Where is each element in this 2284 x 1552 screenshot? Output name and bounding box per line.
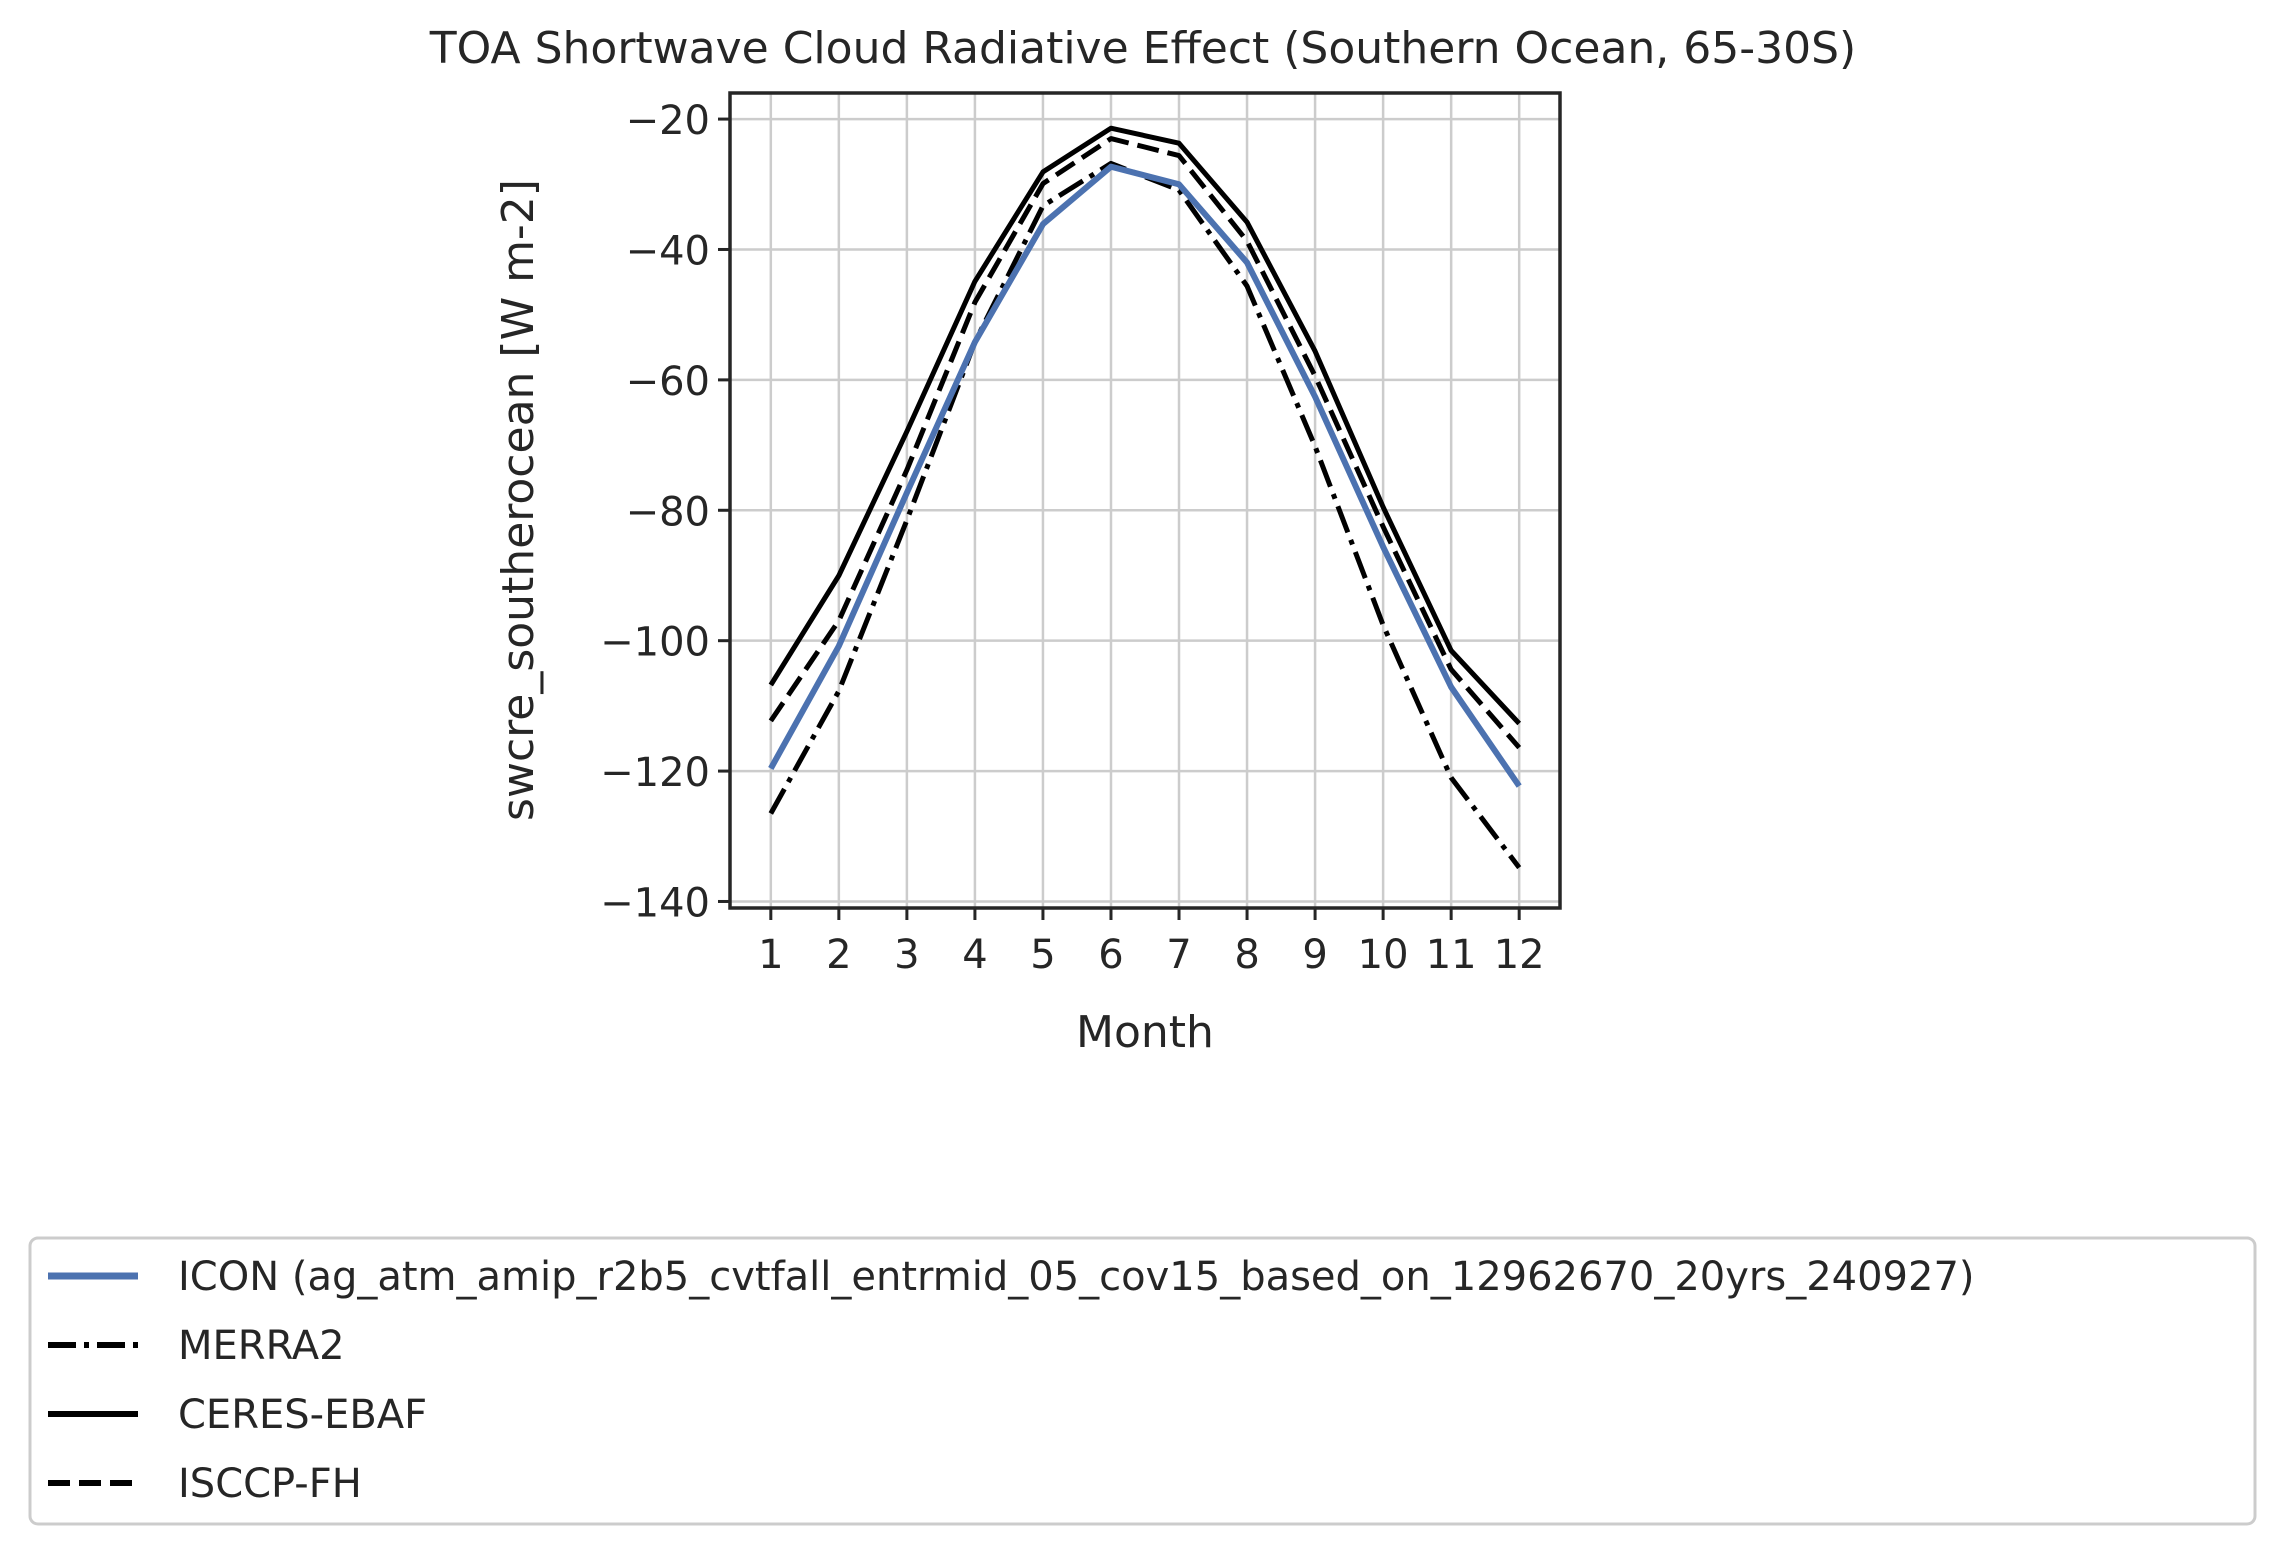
x-tick-label: 12 <box>1494 932 1545 978</box>
x-tick-label: 7 <box>1166 932 1191 978</box>
x-tick-label: 8 <box>1234 932 1259 978</box>
x-tick-label: 9 <box>1302 932 1327 978</box>
x-tick-label: 1 <box>758 932 783 978</box>
legend-frame <box>28 1236 2257 1526</box>
grid <box>730 93 1560 908</box>
series-line-merra2 <box>768 160 1522 870</box>
x-tick-label: 3 <box>894 932 919 978</box>
x-axis-label: Month <box>1076 1007 1214 1058</box>
y-tick-label: −80 <box>626 489 710 535</box>
y-tick-label: −120 <box>600 750 710 796</box>
x-tick-label: 10 <box>1358 932 1409 978</box>
x-tick-label: 11 <box>1426 932 1477 978</box>
x-tick-label: 4 <box>962 932 987 978</box>
series-line-icon <box>768 163 1522 788</box>
y-axis-label: swcre_southerocean [W m-2] <box>493 179 544 821</box>
y-tick-label: −100 <box>600 620 710 666</box>
legend-label: ICON (ag_atm_amip_r2b5_cvtfall_entrmid_0… <box>178 1254 1975 1300</box>
y-axis: −20 −40 −60 −80 −100 −120 −140 <box>600 98 730 926</box>
y-tick-label: −60 <box>626 359 710 405</box>
legend-label: MERRA2 <box>178 1323 345 1369</box>
series-line-ceres-ebaf <box>768 125 1522 726</box>
x-tick-label: 5 <box>1030 932 1055 978</box>
chart-title: TOA Shortwave Cloud Radiative Effect (So… <box>429 23 1856 74</box>
legend-label: CERES-EBAF <box>178 1392 427 1438</box>
legend-label: ISCCP-FH <box>178 1461 362 1507</box>
x-axis: 1 2 3 4 5 6 7 8 9 10 11 12 <box>758 908 1545 978</box>
plot-frame <box>728 91 1562 910</box>
x-tick-label: 6 <box>1098 932 1123 978</box>
plot-area: −20−40−60−80−100−120−140 1 2 3 4 5 6 7 8 9 10 11 12 <box>600 91 1562 978</box>
legend: ICON (ag_atm_amip_r2b5_cvtfall_entrmid_0… <box>28 1236 2257 1526</box>
y-tick-label: −40 <box>626 228 710 274</box>
series-layer <box>768 125 1522 870</box>
y-tick-label: −20 <box>626 98 710 144</box>
y-tick-label: −140 <box>600 880 710 926</box>
x-tick-label: 2 <box>826 932 851 978</box>
series-line-isccp-fh <box>768 136 1522 750</box>
